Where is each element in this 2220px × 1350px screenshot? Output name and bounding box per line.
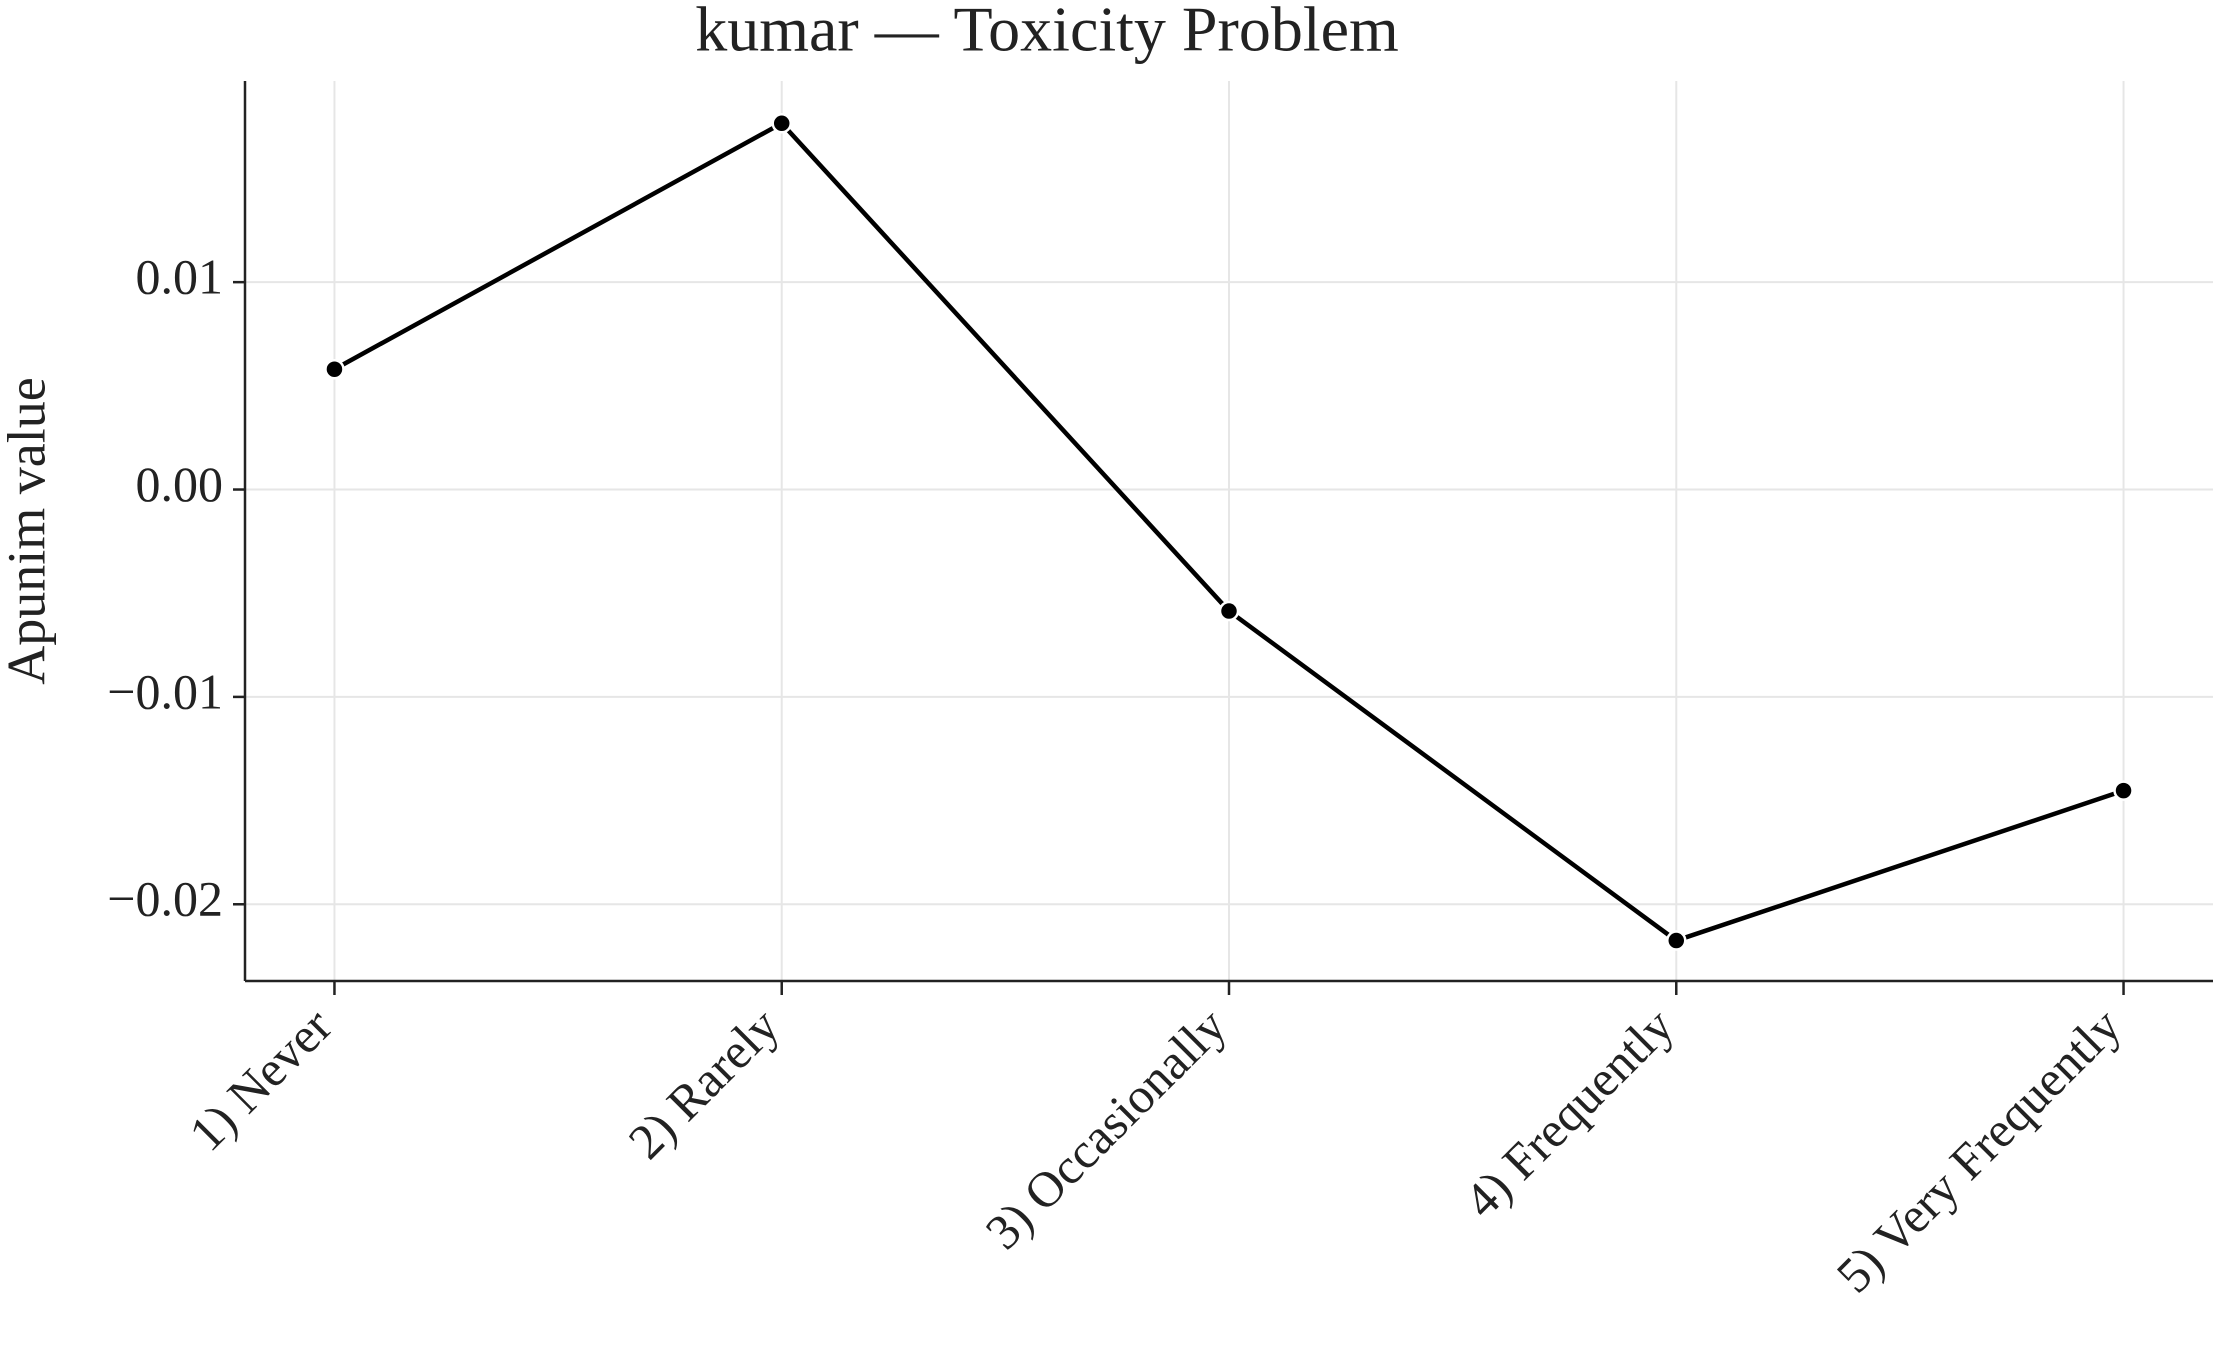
y-tick-label: 0.01 [136,249,224,305]
y-tick-label: −0.02 [107,871,223,927]
x-tick-label: 4) Frequently [1453,997,1684,1228]
y-tick-label: −0.01 [107,663,223,719]
data-point [1666,930,1687,951]
x-tick-label: 1) Never [178,997,343,1162]
data-point [2113,780,2134,801]
x-tick-label: 3) Occasionally [974,997,1236,1259]
chart-title: kumar — Toxicity Problem [695,0,1399,65]
x-tick-label: 5) Very Frequently [1825,997,2131,1303]
y-axis-label: Apunim value [0,377,56,684]
x-tick-label: 2) Rarely [617,997,789,1169]
data-point [324,358,345,380]
y-tick-label: 0.00 [136,456,224,512]
data-point [1218,600,1240,622]
data-point [771,113,792,134]
